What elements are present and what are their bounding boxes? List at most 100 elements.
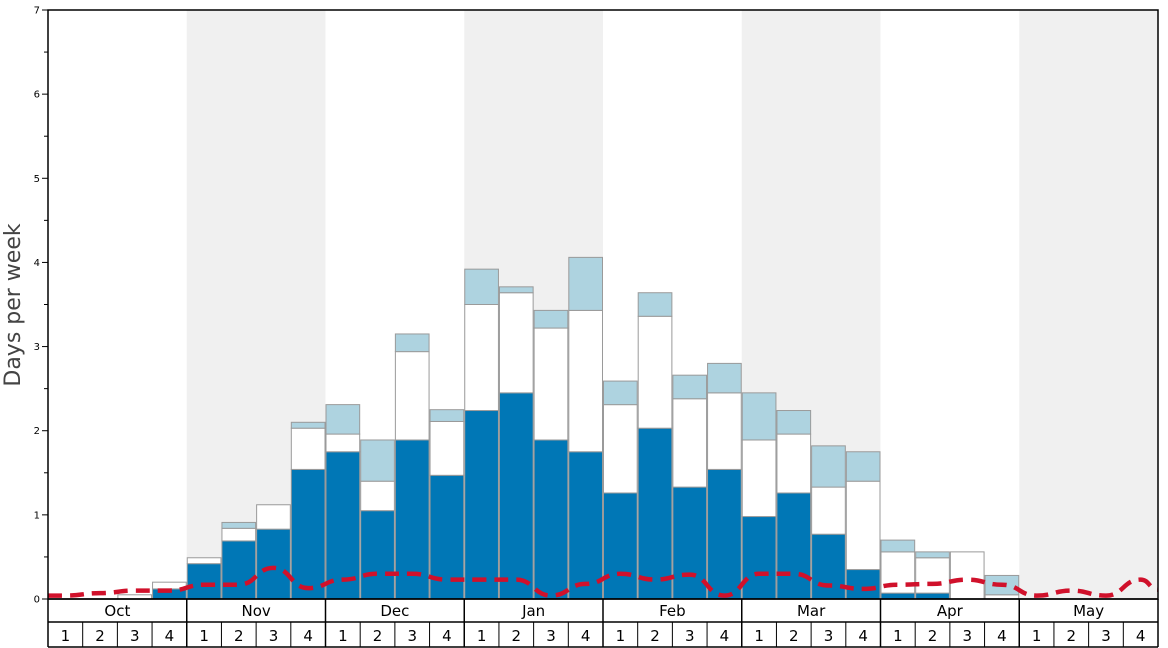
y-tick-label-7: 7 bbox=[34, 6, 40, 17]
bar-segment-1 bbox=[464, 410, 499, 600]
week-label-feb-3: 3 bbox=[685, 627, 695, 645]
week-label-may-4: 4 bbox=[1136, 627, 1146, 645]
bar-segment-3 bbox=[845, 451, 881, 482]
average-line bbox=[48, 565, 1159, 598]
bar-segment-2 bbox=[221, 527, 257, 542]
week-label-feb-4: 4 bbox=[720, 627, 730, 645]
bar-segment-2 bbox=[811, 486, 846, 535]
bar-segment-3 bbox=[325, 404, 361, 435]
week-label-nov-1: 1 bbox=[199, 627, 209, 645]
bar-segment-2 bbox=[394, 351, 430, 441]
y-tick-label-2: 2 bbox=[34, 426, 40, 437]
bar-segment-3 bbox=[429, 409, 465, 422]
bar-segment-2 bbox=[360, 480, 395, 512]
x-axis: Oct 1 2 3 4 Nov 1 2 3 4 Dec 1 2 3 4 Jan 1 2 3 4 Feb 1 2 3 4 Mar 1 2… bbox=[47, 598, 1159, 648]
week-label-dec-1: 1 bbox=[338, 627, 348, 645]
bar-segment-2 bbox=[186, 557, 222, 565]
week-label-apr-4: 4 bbox=[997, 627, 1007, 645]
bar-segment-2 bbox=[672, 398, 708, 488]
month-label-apr: Apr bbox=[937, 602, 964, 620]
bar-segment-1 bbox=[603, 492, 638, 600]
bar-segment-2 bbox=[603, 404, 638, 494]
month-label-feb: Feb bbox=[659, 602, 686, 620]
bar-segment-3 bbox=[360, 439, 395, 482]
bar-segment-3 bbox=[568, 256, 603, 311]
bar-segment-1 bbox=[256, 528, 291, 600]
bar-segment-1 bbox=[707, 468, 742, 600]
bar-segment-3 bbox=[741, 392, 777, 441]
bar-segment-1 bbox=[741, 516, 777, 600]
bar-segment-2 bbox=[256, 504, 291, 530]
month-label-nov: Nov bbox=[241, 602, 270, 620]
bar-segment-3 bbox=[464, 268, 499, 306]
bar-segment-1 bbox=[915, 592, 950, 600]
week-label-mar-4: 4 bbox=[858, 627, 868, 645]
bar-segment-1 bbox=[221, 540, 257, 600]
bar-segment-2 bbox=[707, 392, 742, 470]
bar-segment-1 bbox=[186, 563, 222, 600]
week-label-oct-4: 4 bbox=[165, 627, 175, 645]
week-label-apr-2: 2 bbox=[928, 627, 938, 645]
y-tick-label-6: 6 bbox=[34, 90, 40, 101]
week-label-jan-3: 3 bbox=[546, 627, 556, 645]
bar-segment-2 bbox=[464, 304, 499, 412]
bar-segment-2 bbox=[845, 480, 881, 571]
bar-segment-2 bbox=[776, 433, 812, 494]
month-label-mar: Mar bbox=[797, 602, 826, 620]
bar-segment-1 bbox=[533, 439, 569, 600]
bar-segment-3 bbox=[707, 362, 742, 394]
bar-segment-3 bbox=[603, 380, 638, 406]
week-label-mar-3: 3 bbox=[824, 627, 834, 645]
week-label-dec-3: 3 bbox=[407, 627, 417, 645]
month-label-dec: Dec bbox=[380, 602, 409, 620]
week-label-apr-1: 1 bbox=[893, 627, 903, 645]
week-label-nov-2: 2 bbox=[234, 627, 244, 645]
week-label-may-1: 1 bbox=[1032, 627, 1042, 645]
bar-segment-1 bbox=[880, 592, 916, 600]
month-label-may: May bbox=[1073, 602, 1104, 620]
month-label-oct: Oct bbox=[104, 602, 130, 620]
week-label-nov-4: 4 bbox=[303, 627, 313, 645]
week-label-oct-2: 2 bbox=[95, 627, 105, 645]
bar-segment-1 bbox=[776, 492, 812, 600]
bar-segment-3 bbox=[498, 286, 534, 294]
bar-segment-1 bbox=[498, 392, 534, 600]
bar-segment-2 bbox=[429, 420, 465, 476]
week-label-jan-4: 4 bbox=[581, 627, 591, 645]
y-axis: 0 1 2 3 4 5 6 7 bbox=[34, 6, 48, 606]
month-band-may bbox=[1019, 10, 1158, 599]
bar-segment-3 bbox=[776, 410, 812, 435]
bar-segment-1 bbox=[672, 486, 708, 600]
week-label-may-3: 3 bbox=[1101, 627, 1111, 645]
week-label-feb-1: 1 bbox=[616, 627, 626, 645]
bar-segment-1 bbox=[568, 451, 603, 600]
bar-segment-3 bbox=[637, 292, 673, 317]
bar-segment-3 bbox=[880, 539, 916, 553]
bar-segment-2 bbox=[498, 292, 534, 394]
week-label-may-2: 2 bbox=[1067, 627, 1077, 645]
week-label-mar-1: 1 bbox=[754, 627, 764, 645]
y-tick-label-5: 5 bbox=[34, 174, 40, 185]
bar-segment-1 bbox=[845, 569, 881, 600]
y-tick-label-4: 4 bbox=[34, 258, 40, 269]
week-label-feb-2: 2 bbox=[650, 627, 660, 645]
bar-segment-1 bbox=[811, 533, 846, 600]
bar-segment-3 bbox=[811, 445, 846, 488]
bar-segment-1 bbox=[637, 427, 673, 600]
average-line-path bbox=[48, 565, 1159, 598]
week-label-jan-1: 1 bbox=[477, 627, 487, 645]
bar-segment-2 bbox=[915, 557, 950, 594]
bar-segment-2 bbox=[568, 309, 603, 453]
bar-segment-2 bbox=[637, 315, 673, 429]
bar-segment-3 bbox=[221, 521, 257, 529]
week-label-dec-2: 2 bbox=[373, 627, 383, 645]
bar-segment-2 bbox=[741, 439, 777, 518]
bar-segment-1 bbox=[360, 510, 395, 600]
bar-segment-2 bbox=[290, 427, 326, 470]
week-label-apr-3: 3 bbox=[962, 627, 972, 645]
bar-segment-1 bbox=[325, 451, 361, 600]
bar-segment-2 bbox=[325, 433, 361, 453]
y-tick-label-3: 3 bbox=[34, 342, 40, 353]
week-label-nov-3: 3 bbox=[269, 627, 279, 645]
